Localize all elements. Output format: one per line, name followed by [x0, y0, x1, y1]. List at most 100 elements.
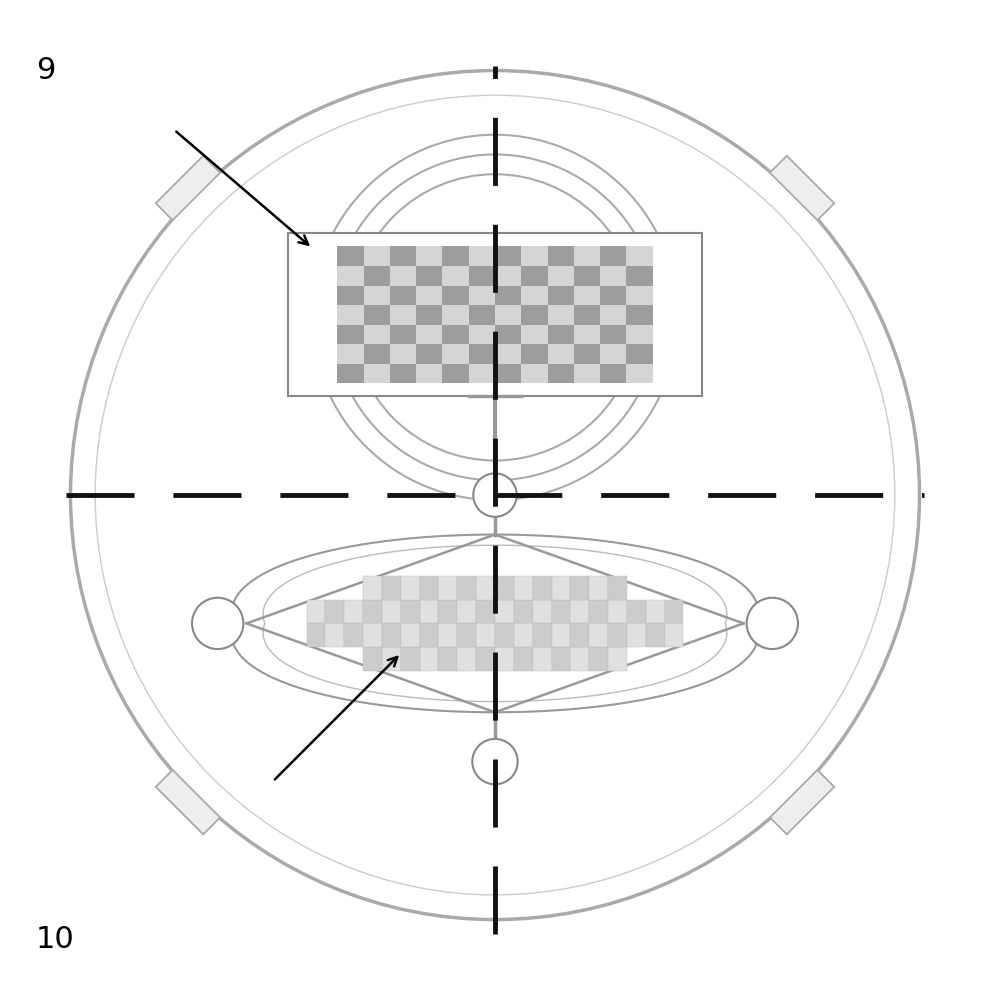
- Bar: [468, 305, 495, 325]
- Polygon shape: [155, 770, 220, 834]
- Bar: [533, 576, 551, 600]
- Bar: [495, 364, 522, 383]
- Bar: [338, 286, 363, 305]
- Bar: [345, 600, 363, 623]
- Bar: [547, 246, 574, 266]
- Bar: [574, 325, 600, 344]
- Bar: [439, 623, 457, 647]
- Bar: [345, 623, 363, 647]
- Bar: [420, 623, 439, 647]
- Bar: [363, 344, 390, 364]
- Bar: [363, 305, 390, 325]
- Bar: [522, 325, 547, 344]
- Bar: [338, 325, 363, 344]
- Bar: [338, 246, 363, 266]
- Bar: [457, 623, 476, 647]
- Bar: [547, 266, 574, 286]
- Bar: [443, 266, 468, 286]
- Bar: [457, 576, 476, 600]
- Polygon shape: [770, 156, 835, 220]
- Bar: [547, 305, 574, 325]
- Bar: [570, 600, 589, 623]
- Bar: [443, 325, 468, 344]
- Bar: [288, 233, 702, 396]
- Bar: [551, 623, 570, 647]
- Bar: [574, 266, 600, 286]
- Bar: [551, 576, 570, 600]
- Bar: [627, 325, 652, 344]
- Bar: [420, 647, 439, 671]
- Bar: [551, 600, 570, 623]
- Bar: [416, 305, 443, 325]
- Bar: [589, 576, 608, 600]
- Circle shape: [472, 739, 518, 784]
- Bar: [514, 623, 533, 647]
- Polygon shape: [155, 156, 220, 220]
- Bar: [522, 266, 547, 286]
- Bar: [363, 600, 382, 623]
- Bar: [382, 576, 401, 600]
- Bar: [420, 600, 439, 623]
- Bar: [468, 364, 495, 383]
- Bar: [600, 325, 627, 344]
- Bar: [382, 623, 401, 647]
- Bar: [547, 344, 574, 364]
- Bar: [416, 246, 443, 266]
- Bar: [522, 286, 547, 305]
- Bar: [363, 647, 382, 671]
- Bar: [390, 364, 416, 383]
- Bar: [574, 344, 600, 364]
- Bar: [608, 647, 627, 671]
- Bar: [664, 623, 683, 647]
- Bar: [390, 325, 416, 344]
- Bar: [468, 246, 495, 266]
- Bar: [476, 623, 495, 647]
- Bar: [627, 623, 645, 647]
- Bar: [522, 246, 547, 266]
- Bar: [363, 623, 382, 647]
- Text: 10: 10: [36, 925, 74, 954]
- Bar: [600, 266, 627, 286]
- Bar: [468, 266, 495, 286]
- Bar: [547, 364, 574, 383]
- Bar: [401, 623, 420, 647]
- Bar: [547, 286, 574, 305]
- Circle shape: [473, 473, 517, 517]
- Bar: [401, 576, 420, 600]
- Bar: [363, 266, 390, 286]
- Bar: [390, 286, 416, 305]
- Bar: [589, 647, 608, 671]
- Bar: [457, 647, 476, 671]
- Bar: [627, 364, 652, 383]
- Bar: [401, 600, 420, 623]
- Bar: [600, 305, 627, 325]
- Bar: [495, 266, 522, 286]
- Bar: [533, 647, 551, 671]
- Bar: [608, 623, 627, 647]
- Bar: [533, 600, 551, 623]
- Bar: [390, 246, 416, 266]
- Bar: [457, 600, 476, 623]
- Bar: [514, 647, 533, 671]
- Bar: [363, 246, 390, 266]
- Polygon shape: [263, 545, 727, 702]
- Bar: [363, 286, 390, 305]
- Bar: [600, 286, 627, 305]
- Bar: [522, 344, 547, 364]
- Bar: [416, 325, 443, 344]
- Bar: [382, 647, 401, 671]
- Bar: [608, 600, 627, 623]
- Bar: [338, 266, 363, 286]
- Bar: [338, 364, 363, 383]
- Bar: [439, 647, 457, 671]
- Bar: [608, 576, 627, 600]
- Bar: [664, 600, 683, 623]
- Bar: [533, 623, 551, 647]
- Bar: [495, 344, 522, 364]
- Bar: [476, 600, 495, 623]
- Bar: [338, 344, 363, 364]
- Bar: [645, 600, 664, 623]
- Bar: [589, 623, 608, 647]
- Bar: [382, 600, 401, 623]
- Bar: [326, 623, 345, 647]
